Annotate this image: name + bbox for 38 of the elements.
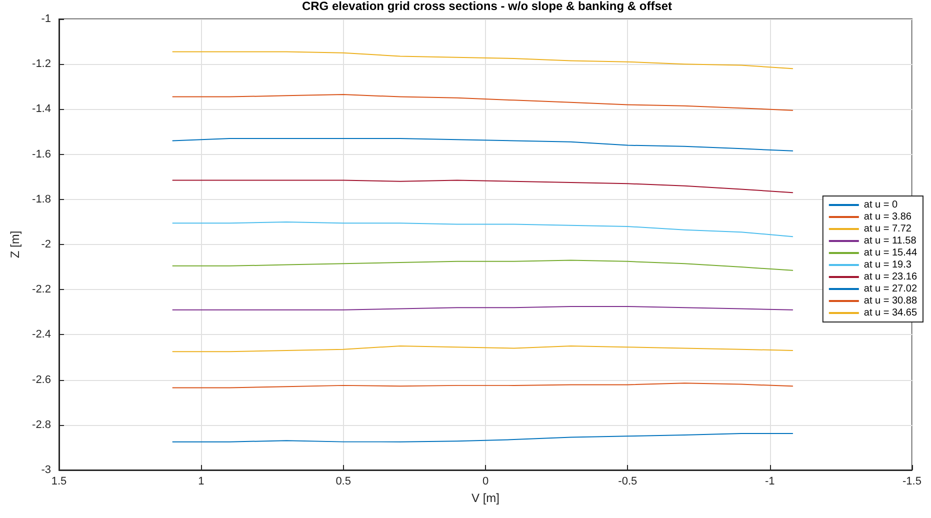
x-tick-label: 0.5 xyxy=(336,476,351,488)
y-tick-label: -1.2 xyxy=(32,58,51,70)
line-series xyxy=(172,260,794,271)
x-tick-label: 0 xyxy=(482,476,489,488)
line-series xyxy=(172,138,794,152)
y-tick-label: -2.2 xyxy=(32,284,51,296)
line-series xyxy=(172,432,794,442)
y-tick-label: -1.4 xyxy=(32,103,51,116)
y-tick-label: -2.4 xyxy=(32,328,51,341)
x-tick-label: 1.5 xyxy=(51,476,67,488)
y-tick-label: -1.8 xyxy=(32,193,51,206)
line-series xyxy=(172,94,794,111)
y-axis-title: Z [m] xyxy=(8,230,22,258)
legend-label: at u = 3.86 xyxy=(864,212,912,222)
legend-label: at u = 7.72 xyxy=(864,224,912,234)
y-tick-label: -3 xyxy=(41,464,51,476)
legend-label: at u = 15.44 xyxy=(864,248,918,258)
line-series xyxy=(172,221,794,238)
legend-label: at u = 23.16 xyxy=(864,272,918,282)
legend-label: at u = 27.02 xyxy=(864,284,918,294)
legend-label: at u = 0 xyxy=(864,200,898,210)
x-tick-label: -1 xyxy=(764,476,775,488)
legend-label: at u = 30.88 xyxy=(864,296,918,306)
y-tick-label: -2.8 xyxy=(32,418,51,431)
y-tick-label: -1 xyxy=(41,13,51,25)
y-tick-label: -2.6 xyxy=(32,374,51,386)
y-tick-label: -1.6 xyxy=(32,148,51,160)
line-series xyxy=(172,51,794,70)
legend-label: at u = 34.65 xyxy=(864,308,918,318)
x-axis-title: V [m] xyxy=(471,490,500,505)
chart-title: CRG elevation grid cross sections - w/o slope & banking & offset xyxy=(302,0,672,13)
legend-label: at u = 11.58 xyxy=(864,236,917,246)
x-tick-label: 1 xyxy=(198,476,204,488)
line-series xyxy=(172,180,794,194)
x-tick-label: -0.5 xyxy=(618,476,638,488)
x-tick-label: -1.5 xyxy=(902,476,922,488)
legend-label: at u = 19.3 xyxy=(864,260,912,270)
y-tick-label: -2 xyxy=(41,238,51,250)
